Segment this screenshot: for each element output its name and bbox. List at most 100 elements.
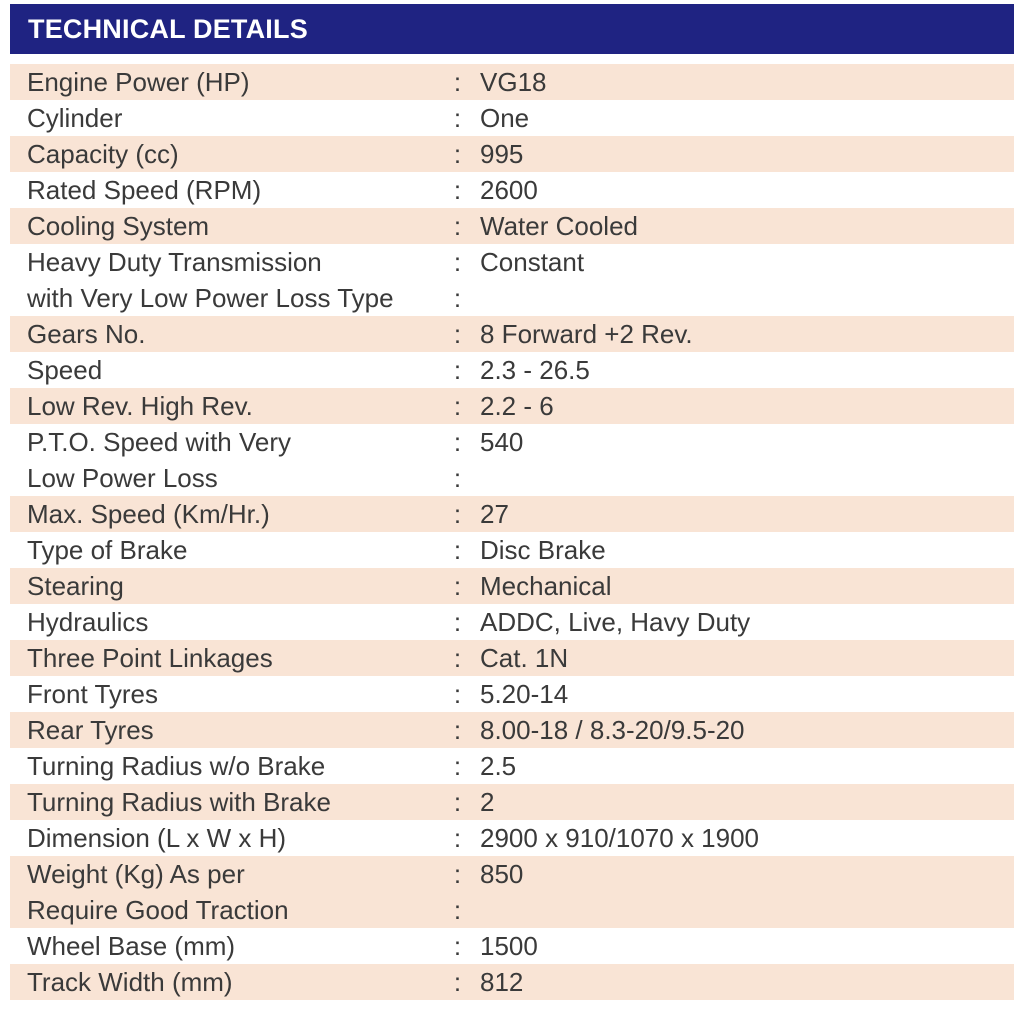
spec-separator: : (453, 66, 462, 97)
spec-label: Max. Speed (Km/Hr.) (27, 498, 270, 529)
spec-row-dimension: Dimension (L x W x H) : 2900 x 910/1070 … (10, 820, 1014, 856)
spec-row-transmission: Heavy Duty Transmission : Constant (10, 244, 1014, 280)
spec-separator: : (453, 678, 462, 709)
spec-row-brake: Type of Brake : Disc Brake (10, 532, 1014, 568)
spec-row-weight-cont: Require Good Traction : (10, 892, 1014, 928)
spec-separator: : (453, 930, 462, 961)
spec-value: ADDC, Live, Havy Duty (480, 606, 751, 637)
spec-row-transmission-cont: with Very Low Power Loss Type : (10, 280, 1014, 316)
spec-row-linkages: Three Point Linkages : Cat. 1N (10, 640, 1014, 676)
spec-label: Turning Radius with Brake (27, 786, 331, 817)
spec-value: 812 (480, 966, 524, 997)
spec-value: Cat. 1N (480, 642, 569, 673)
spec-separator: : (453, 282, 462, 313)
spec-value: 850 (480, 858, 524, 889)
section-title: TECHNICAL DETAILS (28, 13, 308, 44)
spec-value: 2.2 - 6 (480, 390, 554, 421)
spec-label: Rear Tyres (27, 714, 154, 745)
spec-separator: : (453, 102, 462, 133)
spec-separator: : (453, 246, 462, 277)
spec-row-turning-radius-no-brake: Turning Radius w/o Brake : 2.5 (10, 748, 1014, 784)
spec-label: with Very Low Power Loss Type (27, 282, 394, 313)
spec-label: Stearing (27, 570, 124, 601)
spec-label: P.T.O. Speed with Very (27, 426, 291, 457)
spec-separator: : (453, 210, 462, 241)
spec-separator: : (453, 606, 462, 637)
spec-value: 27 (480, 498, 509, 529)
spec-row-front-tyres: Front Tyres : 5.20-14 (10, 676, 1014, 712)
spec-value: 8.00-18 / 8.3-20/9.5-20 (480, 714, 745, 745)
spec-value: 2 (480, 786, 495, 817)
spec-table: Engine Power (HP) : VG18 Cylinder : One … (10, 64, 1014, 1000)
spec-row-pto-speed-cont: Low Power Loss : (10, 460, 1014, 496)
spec-label: Low Rev. High Rev. (27, 390, 253, 421)
spec-value: 2.3 - 26.5 (480, 354, 590, 385)
spec-separator: : (453, 390, 462, 421)
spec-value: 8 Forward +2 Rev. (480, 318, 693, 349)
spec-value: Disc Brake (480, 534, 606, 565)
spec-label: Require Good Traction (27, 894, 289, 925)
spec-separator: : (453, 138, 462, 169)
spec-label: Cooling System (27, 210, 210, 241)
spec-value: Mechanical (480, 570, 612, 601)
spec-value: 1500 (480, 930, 538, 961)
spec-label: Capacity (cc) (27, 138, 179, 169)
spec-row-cooling-system: Cooling System : Water Cooled (10, 208, 1014, 244)
spec-label: Type of Brake (27, 534, 188, 565)
spec-value: 2900 x 910/1070 x 1900 (480, 822, 760, 853)
spec-row-stearing: Stearing : Mechanical (10, 568, 1014, 604)
spec-row-track-width: Track Width (mm) : 812 (10, 964, 1014, 1000)
spec-separator: : (453, 714, 462, 745)
spec-label: Weight (Kg) As per (27, 858, 245, 889)
spec-value: Water Cooled (480, 210, 638, 241)
spec-separator: : (453, 174, 462, 205)
spec-separator: : (453, 570, 462, 601)
spec-separator: : (453, 786, 462, 817)
spec-value: 5.20-14 (480, 678, 569, 709)
spec-value: One (480, 102, 530, 133)
spec-row-speed: Speed : 2.3 - 26.5 (10, 352, 1014, 388)
spec-separator: : (453, 354, 462, 385)
spec-row-pto-speed: P.T.O. Speed with Very : 540 (10, 424, 1014, 460)
spec-row-capacity: Capacity (cc) : 995 (10, 136, 1014, 172)
spec-label: Speed (27, 354, 103, 385)
spec-label: Dimension (L x W x H) (27, 822, 287, 853)
spec-row-rear-tyres: Rear Tyres : 8.00-18 / 8.3-20/9.5-20 (10, 712, 1014, 748)
spec-value: VG18 (480, 66, 547, 97)
spec-label: Heavy Duty Transmission (27, 246, 322, 277)
spec-label: Track Width (mm) (27, 966, 233, 997)
spec-row-turning-radius-brake: Turning Radius with Brake : 2 (10, 784, 1014, 820)
spec-label: Gears No. (27, 318, 146, 349)
section-header: TECHNICAL DETAILS (10, 4, 1014, 54)
spec-row-gears: Gears No. : 8 Forward +2 Rev. (10, 316, 1014, 352)
spec-row-engine-power: Engine Power (HP) : VG18 (10, 64, 1014, 100)
spec-separator: : (453, 822, 462, 853)
spec-value: 2.5 (480, 750, 517, 781)
spec-row-cylinder: Cylinder : One (10, 100, 1014, 136)
spec-label: Engine Power (HP) (27, 66, 250, 97)
spec-row-weight: Weight (Kg) As per : 850 (10, 856, 1014, 892)
spec-separator: : (453, 642, 462, 673)
spec-label: Three Point Linkages (27, 642, 273, 673)
spec-row-max-speed: Max. Speed (Km/Hr.) : 27 (10, 496, 1014, 532)
spec-label: Wheel Base (mm) (27, 930, 236, 961)
spec-separator: : (453, 498, 462, 529)
spec-value: 995 (480, 138, 524, 169)
spec-label: Front Tyres (27, 678, 159, 709)
spec-label: Turning Radius w/o Brake (27, 750, 326, 781)
spec-value: 2600 (480, 174, 538, 205)
spec-separator: : (453, 426, 462, 457)
spec-separator: : (453, 750, 462, 781)
spec-row-rev: Low Rev. High Rev. : 2.2 - 6 (10, 388, 1014, 424)
spec-row-wheel-base: Wheel Base (mm) : 1500 (10, 928, 1014, 964)
spec-label: Low Power Loss (27, 462, 218, 493)
spec-separator: : (453, 462, 462, 493)
spec-separator: : (453, 966, 462, 997)
spec-value: Constant (480, 246, 585, 277)
spec-row-hydraulics: Hydraulics : ADDC, Live, Havy Duty (10, 604, 1014, 640)
spec-separator: : (453, 894, 462, 925)
spec-separator: : (453, 858, 462, 889)
spec-row-rated-speed: Rated Speed (RPM) : 2600 (10, 172, 1014, 208)
spec-label: Rated Speed (RPM) (27, 174, 262, 205)
spec-separator: : (453, 534, 462, 565)
